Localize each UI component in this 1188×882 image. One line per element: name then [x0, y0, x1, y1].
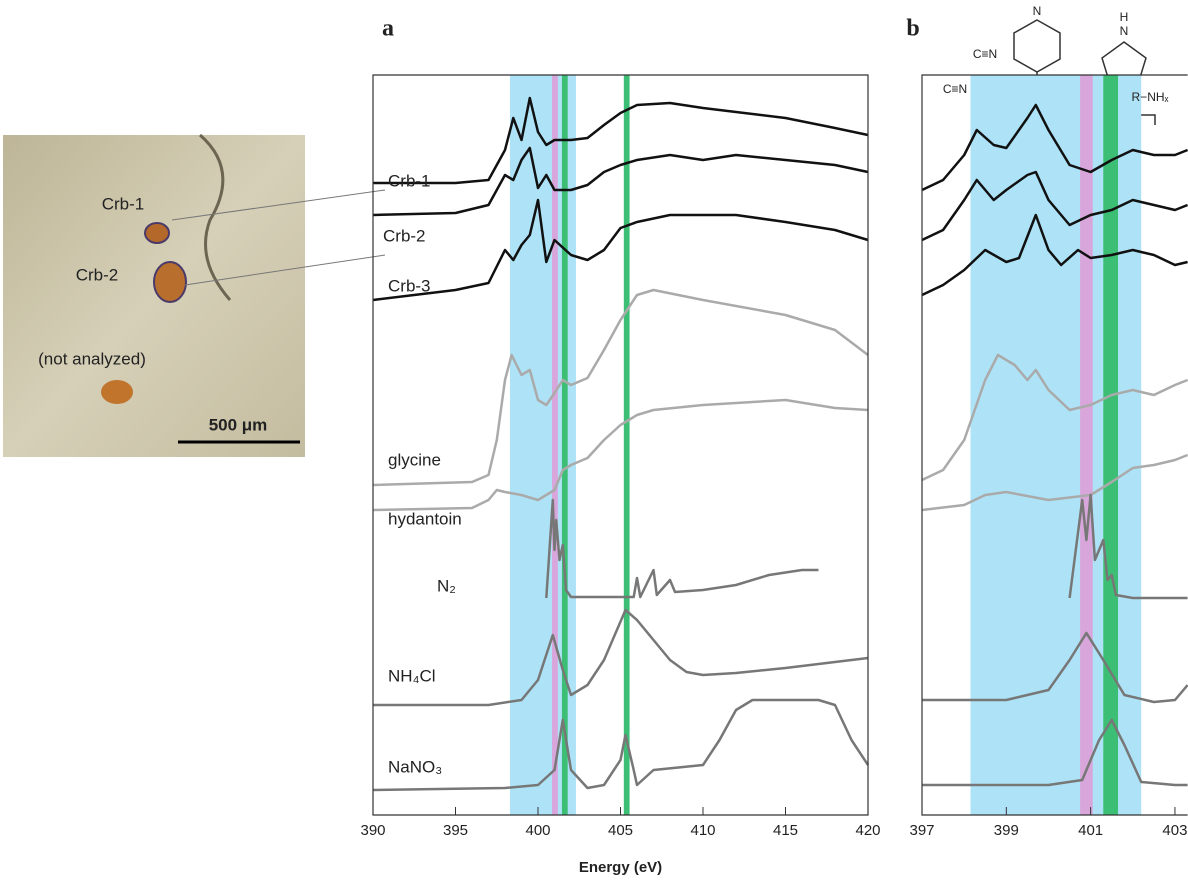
spectrum	[373, 610, 868, 705]
spectrum	[373, 200, 868, 300]
annotation: H	[1120, 10, 1129, 24]
highlight-band	[624, 75, 630, 815]
series-label: N₂	[437, 576, 456, 595]
x-tick-label: 399	[994, 822, 1019, 839]
x-tick-label: 390	[360, 822, 385, 839]
panel-label: a	[382, 16, 394, 42]
figure: Crb-1 Crb-2 (not analyzed) 500 μm Crb-1C…	[0, 0, 1188, 882]
x-tick-label: 400	[525, 822, 550, 839]
x-axis-label: Energy (eV)	[579, 859, 662, 876]
x-tick-label: 403	[1162, 822, 1187, 839]
x-tick-label: 410	[690, 822, 715, 839]
annotation: N	[1033, 4, 1042, 18]
highlight-band	[562, 75, 568, 815]
scale-bar-label: 500 μm	[209, 415, 268, 434]
series-label: glycine	[388, 450, 441, 469]
x-tick-label: 415	[773, 822, 798, 839]
photo: Crb-1 Crb-2 (not analyzed) 500 μm	[3, 135, 385, 457]
photo-background	[3, 135, 305, 457]
photo-label: Crb-1	[102, 194, 145, 213]
annotation: R−NHₓ	[1132, 90, 1169, 104]
spectrum	[546, 500, 818, 598]
x-tick-label: 397	[909, 822, 934, 839]
grain	[145, 223, 169, 243]
annotation: C≡N	[973, 47, 997, 61]
x-tick-label: 401	[1078, 822, 1103, 839]
photo-label: (not analyzed)	[38, 349, 146, 368]
annotation: N	[1120, 24, 1129, 38]
pyridine-ring	[1014, 20, 1060, 72]
grain	[101, 380, 133, 404]
series-label: hydantoin	[388, 509, 462, 528]
highlight-band	[1103, 75, 1118, 815]
photo-label: Crb-2	[76, 265, 119, 284]
series-label: NH₄Cl	[388, 666, 436, 685]
spectrum	[373, 148, 868, 215]
series-label: Crb-3	[388, 276, 431, 295]
series-label: Crb-1	[388, 171, 431, 190]
x-tick-label: 420	[855, 822, 880, 839]
panel-label: b	[906, 16, 919, 42]
x-tick-label: 395	[443, 822, 468, 839]
spectrum	[373, 400, 868, 510]
spectrum	[373, 700, 868, 790]
highlight-band	[1080, 75, 1093, 815]
spectrum	[373, 98, 868, 183]
series-label: NaNO₃	[388, 757, 442, 776]
grain	[154, 262, 186, 302]
spectrum	[373, 290, 868, 485]
series-label: Crb-2	[383, 226, 426, 245]
x-tick-label: 405	[608, 822, 633, 839]
annotation: C≡N	[943, 82, 967, 96]
